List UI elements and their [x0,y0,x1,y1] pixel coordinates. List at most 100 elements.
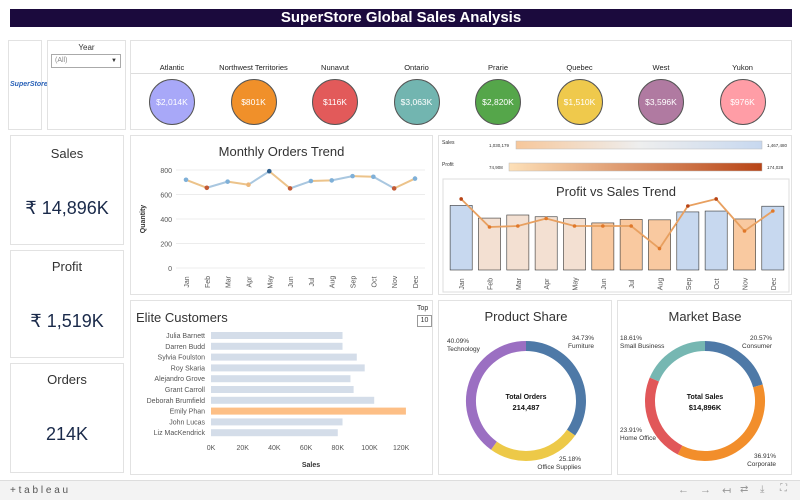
x-tick-label: Sep [351,276,358,289]
donut-slice [491,429,576,461]
monthly-orders-chart: 0 200 400 600 800 Quantity Jan Feb Mar Apr May Jun J… [140,168,425,289]
profit-line-segment [687,198,717,207]
x-tick-label: Jun [288,276,295,287]
sales-kpi-value: ₹ 14,896K [25,198,109,218]
region-label: Yukon [732,63,753,72]
year-select[interactable]: (All) ▼ [51,54,121,68]
profit-legend-min: 74,908 [489,165,503,170]
profit-line-segment [743,210,774,232]
sales-bar [704,210,728,271]
year-filter-panel: Year (All) ▼ [47,40,126,130]
line-segment [372,175,395,190]
download-icon[interactable]: ⤓ [760,484,765,495]
customer-label: Darren Budd [165,344,205,351]
profit-legend-bar [508,162,763,172]
elite-customers-title: Elite Customers [136,310,228,325]
year-filter-label: Year [78,43,95,52]
slice-name: Small Business [620,343,665,350]
region-circle[interactable]: $116K [312,79,358,125]
profit-line-segment [545,217,575,227]
orders-kpi: Orders 214K [10,363,124,473]
x-tick-label: Dec [413,275,420,288]
customer-label: Liz MacKendrick [154,430,206,437]
donut-center-value: $14,896K [689,403,722,412]
customer-bar [211,386,354,393]
product-share-chart: Product Share 34.73%Furniture 25.18%Office… [447,309,594,471]
customer-label: Deborah Brumfield [147,398,205,405]
profit-point [572,224,577,228]
x-tick-label: Dec [771,277,778,290]
data-point [246,182,251,187]
donut-center-value: 214,487 [512,403,539,412]
region-circle[interactable]: $3,596K [638,79,684,125]
share-icon[interactable]: ⇄ [740,484,749,495]
data-point [412,176,418,181]
profit-line-segment [460,198,491,228]
sales-bar [619,219,643,271]
slice-name: Office Supplies [537,464,581,471]
slice-percent: 36.91% [754,453,776,460]
customer-bar [211,353,357,361]
sales-bar [478,217,501,271]
customer-label: Alejandro Grove [154,376,205,383]
x-tick-label: 40K [268,445,281,452]
market-base-chart: Market Base 20.57%Consumer 36.91%Corporate… [620,309,776,468]
y-tick-label: 600 [160,193,172,200]
sales-kpi: Sales ₹ 14,896K [10,135,124,245]
x-tick-label: Aug [330,276,337,289]
y-axis-title: Quantity [140,205,147,233]
region-circle[interactable]: $801K [230,79,277,125]
x-tick-label: Jun [601,278,608,289]
x-tick-label: Jul [309,277,316,286]
region-circle[interactable]: $3,063K [393,79,440,125]
monthly-orders-title: Monthly Orders Trend [218,144,345,159]
region-circle[interactable]: $1,510K [556,79,603,125]
customer-label: Julia Barnett [166,333,205,340]
sales-bar [563,218,586,271]
sales-bar [733,218,756,271]
chevron-down-icon: ▼ [111,58,117,64]
region-circle[interactable]: $2,820K [475,79,521,125]
revert-icon[interactable]: ↤ [722,485,732,497]
data-point [204,185,210,191]
donut-center-label: Total Sales [687,394,724,401]
x-tick-label: 80K [332,445,345,452]
redo-icon[interactable]: → [700,484,711,496]
region-divider [131,73,791,74]
profit-kpi-value: ₹ 1,519K [30,311,104,331]
monthly-orders-panel: Monthly Orders Trend 0 200 400 600 800 Quanti… [130,135,433,295]
region-label: Quebec [566,63,593,72]
data-point [371,174,376,180]
region-circle[interactable]: $2,014K [149,79,195,125]
data-point [329,178,335,183]
line-segment [247,170,270,186]
top-n-input[interactable]: 10 [417,315,432,327]
data-point [287,186,293,191]
x-tick-label: Nov [743,277,750,290]
y-tick-label: 0 [168,266,172,273]
elite-customers-chart: Julia Barnett Darren Budd Sylvia Foulston R… [147,332,410,469]
slice-name: Corporate [747,461,776,468]
x-tick-label: 120K [393,445,410,452]
fullscreen-icon[interactable]: ⛶ [780,483,787,494]
profit-kpi: Profit ₹ 1,519K [10,250,124,358]
tableau-logo: + t a b l e a u [10,485,69,496]
region-circle[interactable]: $976K [719,79,766,125]
profit-point [459,197,463,201]
x-tick-label: Nov [392,275,399,288]
y-tick-label: 200 [160,242,172,249]
y-tick-label: 400 [160,217,172,224]
undo-icon[interactable]: ← [678,484,689,496]
customer-bar [211,375,351,383]
sales-legend-label: Sales [442,140,455,146]
profit-legend-label: Profit [442,162,454,168]
sales-kpi-label: Sales [50,146,84,161]
sales-bar [449,205,473,271]
profit-point [516,224,520,228]
x-tick-label: Mar [226,275,233,288]
sales-bar [676,211,700,271]
profit-sales-title: Profit vs Sales Trend [556,184,676,199]
superstore-logo: SuperStore [10,81,48,88]
slice-percent: 23.91% [620,427,642,434]
data-point [266,168,272,174]
